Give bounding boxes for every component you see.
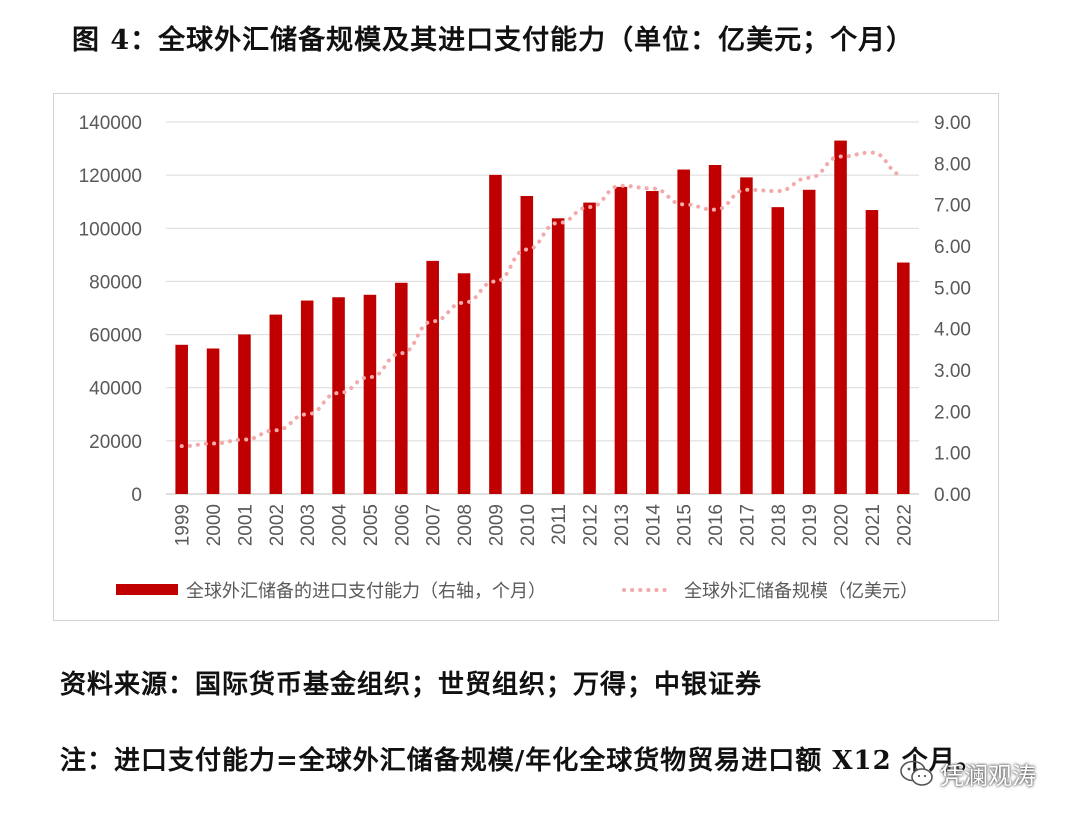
x-tick-label: 2011 [549, 504, 570, 545]
bar [300, 300, 314, 494]
figure-title: 图 4：全球外汇储备规模及其进口支付能力（单位：亿美元；个月） [72, 25, 915, 56]
legend-swatch-bar [116, 584, 178, 595]
bar [238, 334, 251, 494]
source-note: 资料来源：国际货币基金组织；世贸组织；万得；中银证券 [60, 670, 763, 700]
bar [269, 314, 283, 494]
right-axis-tick-label: 9.00 [934, 113, 971, 134]
bar [332, 297, 345, 494]
bar [677, 169, 690, 494]
x-tick-label: 2013 [612, 504, 633, 546]
bar [583, 202, 596, 494]
x-tick-label: 2015 [675, 504, 696, 546]
x-tick-label: 2004 [330, 504, 351, 547]
bar [363, 294, 377, 494]
bar [897, 262, 910, 494]
x-tick-label: 2017 [737, 504, 758, 546]
bar [457, 273, 471, 494]
bar [740, 177, 753, 494]
bar [489, 174, 502, 494]
x-tick-label: 2021 [863, 504, 884, 546]
left-axis-tick-label: 0 [131, 485, 142, 506]
x-tick-label: 2018 [769, 504, 790, 546]
right-axis-tick-label: 8.00 [934, 154, 971, 175]
x-tick-label: 2005 [361, 504, 382, 546]
x-tick-label: 2003 [298, 504, 319, 546]
bar [802, 189, 816, 494]
watermark: 凭澜观涛 [900, 756, 1036, 791]
left-axis-tick-label: 40000 [89, 379, 142, 400]
watermark-text: 凭澜观涛 [940, 762, 1036, 790]
x-tick-label: 2022 [894, 504, 915, 546]
formula-note: 注：进口支付能力=全球外汇储备规模/年化全球货物贸易进口额 X12 个月。 [60, 746, 983, 776]
legend-label-line: 全球外汇储备规模（亿美元） [684, 581, 918, 602]
x-tick-label: 2019 [800, 504, 821, 546]
bar [426, 260, 439, 494]
x-tick-label: 2002 [267, 504, 288, 546]
bar [865, 210, 879, 494]
bar [206, 348, 220, 494]
legend-label-bar: 全球外汇储备的进口支付能力（右轴，个月） [186, 581, 546, 602]
x-tick-label: 1999 [173, 504, 194, 546]
x-tick-label: 2006 [392, 504, 413, 546]
x-tick-label: 2020 [832, 504, 853, 546]
bar [551, 218, 565, 494]
right-axis-tick-label: 3.00 [934, 361, 971, 382]
bar [771, 207, 785, 494]
chart: 0 20000 40000 60000 80000 100000 120000 140000 0… [79, 113, 971, 602]
x-tick-label: 2009 [486, 504, 507, 546]
x-tick-label: 2008 [455, 504, 476, 546]
x-tick-label: 2016 [706, 504, 727, 546]
left-axis-tick-label: 120000 [79, 166, 142, 187]
bar [646, 191, 659, 494]
right-axis-tick-label: 6.00 [934, 237, 971, 258]
x-tick-label: 2001 [235, 504, 256, 546]
right-axis-tick-label: 5.00 [934, 278, 971, 299]
right-axis-tick-label: 2.00 [934, 402, 971, 423]
left-axis-tick-label: 80000 [89, 272, 142, 293]
right-axis-tick-label: 4.00 [934, 320, 971, 341]
x-tick-label: 2012 [581, 504, 602, 546]
bar [614, 186, 628, 494]
x-tick-label: 2010 [518, 504, 539, 546]
bar [175, 344, 188, 494]
chart-frame: 0 20000 40000 60000 80000 100000 120000 140000 0… [53, 93, 999, 621]
left-axis-tick-label: 20000 [89, 432, 142, 453]
x-tick-label: 2000 [204, 504, 225, 546]
bar [395, 282, 408, 494]
right-axis-tick-label: 7.00 [934, 196, 971, 217]
left-axis-tick-label: 60000 [89, 326, 142, 347]
x-tick-label: 2007 [424, 504, 445, 546]
series-line [179, 150, 906, 449]
bar [834, 140, 847, 494]
x-tick-label: 2014 [643, 504, 664, 547]
left-axis-tick-label: 100000 [79, 219, 142, 240]
bar [708, 164, 722, 494]
bar [520, 195, 534, 494]
left-axis-tick-label: 140000 [79, 113, 142, 134]
right-axis-tick-label: 0.00 [934, 485, 971, 506]
right-axis-tick-label: 1.00 [934, 444, 971, 465]
wechat-icon [900, 760, 933, 786]
